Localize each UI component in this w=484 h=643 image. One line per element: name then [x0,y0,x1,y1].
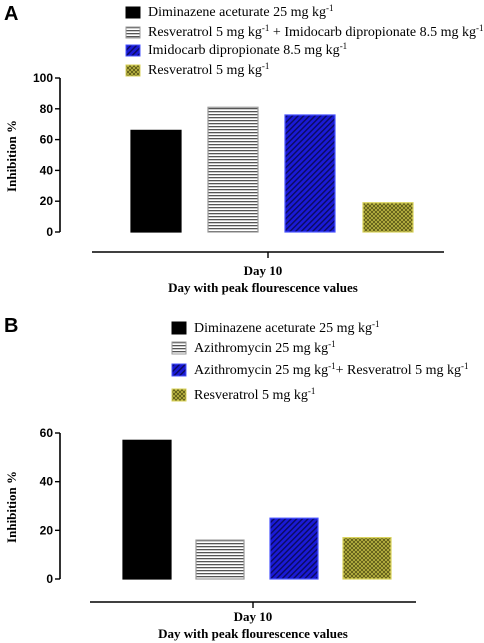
legend-swatch-b-3 [171,363,187,377]
legend-swatch-a-4 [125,64,141,77]
bar-b-2 [195,539,245,580]
legend-swatch-b-2 [171,341,187,355]
panel-b: B Diminazene aceturate 25 mg kg-1 Azithro… [4,315,468,641]
x-axis-title-a: Day with peak flourescence values [168,280,358,295]
legend-a: Diminazene aceturate 25 mg kg-1 Resveratr… [125,3,484,78]
legend-label-a-4: Resveratrol 5 mg kg-1 [148,61,269,78]
panel-letter-a: A [4,3,18,25]
bar-a-2 [207,106,259,233]
legend-label-b-4: Resveratrol 5 mg kg-1 [194,386,315,403]
y-tick-label-b-3: 60 [40,426,54,440]
bar-b-3 [269,517,319,580]
category-label-b: Day 10 [234,609,273,624]
legend-swatch-a-3 [125,44,141,57]
y-tick-label-a-1: 20 [40,194,54,208]
legend-label-b-3: Azithromycin 25 mg kg-1+ Resveratrol 5 m… [194,361,468,378]
y-tick-label-b-2: 40 [40,475,54,489]
legend-swatch-a-1 [125,6,141,19]
y-axis-title-a: Inhibition % [4,120,19,192]
axes-b: 0 20 40 60 [40,426,416,608]
legend-label-a-3: Imidocarb dipropionate 8.5 mg kg-1 [148,41,347,58]
panel-a: A Diminazene aceturate 25 mg kg-1 Resvera… [4,3,484,295]
y-tick-label-a-3: 60 [40,133,54,147]
y-tick-label-a-2: 40 [40,163,54,177]
legend-label-b-2: Azithromycin 25 mg kg-1 [194,339,336,356]
bar-a-1 [130,129,182,233]
legend-swatch-b-1 [171,321,187,335]
panel-letter-b: B [4,315,18,337]
y-axis-title-b: Inhibition % [4,471,19,543]
legend-swatch-a-2 [125,26,141,39]
bar-b-1 [122,439,172,580]
bar-a-3 [284,114,336,233]
y-tick-label-a-0: 0 [46,225,53,239]
legend-label-a-2: Resveratrol 5 mg kg-1 + Imidocarb diprop… [148,23,484,40]
bar-a-4 [362,202,414,233]
legend-swatch-b-4 [171,388,187,402]
bars-b [122,439,392,580]
category-label-a: Day 10 [244,263,283,278]
axes-a: 0 20 40 60 80 100 [33,71,444,258]
legend-label-b-1: Diminazene aceturate 25 mg kg-1 [194,319,380,336]
x-axis-title-b: Day with peak flourescence values [158,626,348,641]
y-tick-label-a-5: 100 [33,71,53,85]
y-tick-label-b-0: 0 [46,572,53,586]
y-tick-label-a-4: 80 [40,102,54,116]
y-tick-label-b-1: 20 [40,523,54,537]
legend-label-a-1: Diminazene aceturate 25 mg kg-1 [148,3,334,20]
bars-a [130,106,414,233]
legend-b: Diminazene aceturate 25 mg kg-1 Azithromy… [171,319,468,403]
bar-b-4 [342,537,392,580]
